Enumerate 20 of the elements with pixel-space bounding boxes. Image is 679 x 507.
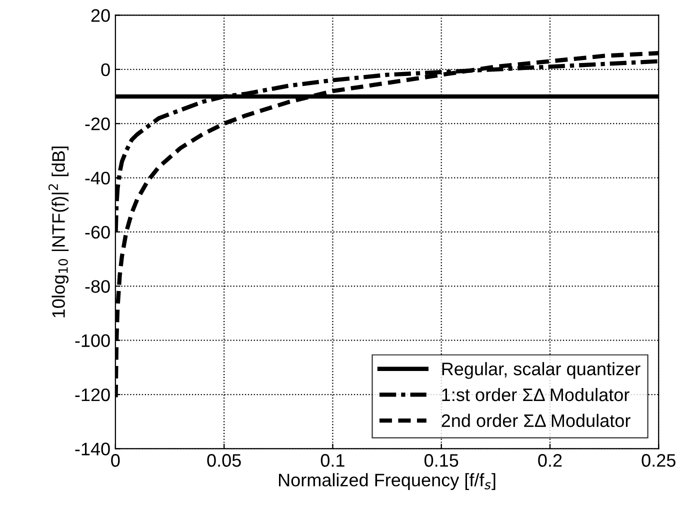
y-tick-label: -100: [75, 334, 110, 348]
y-tick-label: 20: [91, 9, 110, 22]
x-tick-label: 0.15: [424, 454, 458, 467]
x-tick-label: 0: [111, 454, 120, 467]
y-axis-title: 10log$_{10}$ |NTF(f)|$^{2}$ [dB]: [48, 146, 69, 318]
y-tick-label: 0: [101, 63, 110, 76]
legend-label: 1:st order ΣΔ Modulator: [442, 388, 630, 402]
x-axis-title: Normalized Frequency [f/f$_{s}$]: [279, 473, 496, 490]
y-tick-label: -60: [85, 226, 110, 239]
x-tick-label: 0.1: [320, 454, 344, 467]
x-tick-label: 0.05: [207, 454, 241, 467]
y-tick-label: -20: [85, 118, 110, 130]
legend-label: Regular, scalar quantizer: [442, 362, 640, 379]
legend-label: 2nd order ΣΔ Modulator: [442, 414, 630, 428]
y-tick-label: -80: [85, 280, 110, 293]
y-tick-label: -120: [75, 388, 110, 402]
x-tick-label: 0.2: [538, 454, 562, 467]
x-tick-label: 0.25: [642, 454, 676, 467]
y-tick-label: -140: [75, 442, 110, 456]
y-tick-label: -40: [85, 172, 110, 184]
